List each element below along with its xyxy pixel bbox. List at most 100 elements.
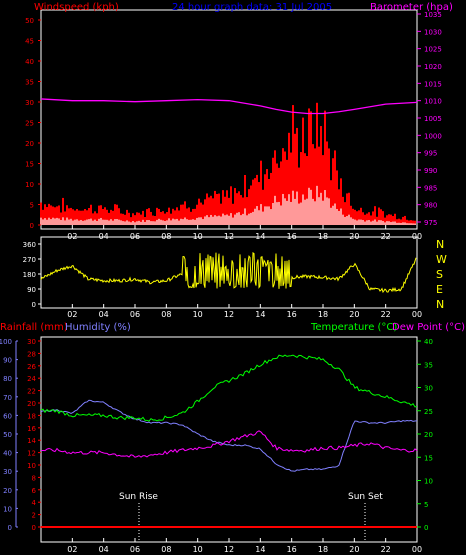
- direction-tick-label: 90: [27, 286, 36, 294]
- compass-label: E: [436, 283, 443, 296]
- panel1-x-tick-label: 10: [193, 232, 203, 241]
- rainfall-tick-label: 22: [27, 388, 36, 396]
- windspeed-tick-label: 35: [25, 79, 34, 87]
- direction-series: [40, 251, 417, 294]
- panel2-x-tick-label: 10: [193, 310, 203, 319]
- panel1-x-tick-label: 22: [381, 232, 391, 241]
- temperature-tick-label: 30: [424, 385, 433, 393]
- sunrise-label: Sun Rise: [119, 492, 158, 502]
- rainfall-tick-label: 30: [27, 338, 36, 346]
- panel1-x-tick-label: 06: [130, 232, 140, 241]
- chart-title: 24 hour graph data: 31 Jul 2005: [172, 2, 332, 13]
- temperature-tick-label: 35: [424, 361, 433, 369]
- panel2-x-tick-label: 08: [161, 310, 171, 319]
- panel3-x-tick-label: 06: [130, 545, 140, 554]
- rainfall-tick-label: 12: [27, 450, 36, 458]
- rainfall-tick-label: 4: [32, 499, 37, 507]
- temperature-line: [40, 354, 418, 422]
- panel1-x-tick-label: 02: [67, 232, 77, 241]
- barometer-tick-label: 995: [424, 150, 437, 158]
- barometer-tick-label: 975: [424, 219, 437, 227]
- barometer-tick-label: 990: [424, 167, 437, 175]
- panel3-frame: [40, 336, 418, 543]
- humidity-tick-label: 30: [3, 468, 12, 476]
- compass-label: S: [436, 268, 443, 281]
- temperature-tick-label: 10: [424, 478, 433, 486]
- humidity-tick-label: 10: [3, 505, 12, 513]
- panel1-x-tick-label: 18: [318, 232, 328, 241]
- humidity-tick-label: 90: [3, 357, 12, 365]
- humidity-axis-label: Humidity (%): [65, 322, 131, 333]
- panel3-x-tick-label: 22: [381, 545, 391, 554]
- rainfall-tick-label: 18: [27, 412, 36, 420]
- humidity-tick-label: 50: [3, 431, 12, 439]
- humidity-tick-label: 0: [8, 524, 12, 532]
- barometer-line: [40, 98, 418, 115]
- windspeed-axis-label: Windspeed (kph): [34, 2, 119, 13]
- windspeed-tick-label: 30: [25, 99, 34, 107]
- compass-label: N: [436, 298, 444, 311]
- humidity-tick-label: 40: [3, 450, 12, 458]
- barometer-tick-label: 980: [424, 202, 437, 210]
- panel1-x-tick-label: 08: [161, 232, 171, 241]
- barometer-series: [40, 98, 418, 115]
- panel3-x-tick-label: 04: [99, 545, 109, 554]
- dewpoint-line: [40, 430, 418, 458]
- humidity-tick-label: 20: [3, 487, 12, 495]
- barometer-tick-label: 1030: [424, 28, 442, 36]
- panel2-x-tick-label: 00: [412, 310, 422, 319]
- panel1-x-tick-label: 20: [349, 232, 359, 241]
- temperature-tick-label: 0: [424, 524, 428, 532]
- axes: 5045403530252015105010351030102510201015…: [0, 11, 447, 554]
- panel2-x-tick-label: 12: [224, 310, 234, 319]
- direction-tick-label: 180: [23, 271, 36, 279]
- temperature-tick-label: 25: [424, 408, 433, 416]
- barometer-tick-label: 985: [424, 184, 437, 192]
- windspeed-tick-label: 5: [30, 202, 34, 210]
- panel2-frame: [40, 236, 418, 309]
- barometer-tick-label: 1005: [424, 115, 442, 123]
- windspeed-tick-label: 45: [25, 38, 34, 46]
- panel3-x-tick-label: 14: [255, 545, 265, 554]
- rainfall-axis-label: Rainfall (mm): [0, 322, 68, 333]
- panel3-x-tick-label: 20: [349, 545, 359, 554]
- barometer-tick-label: 1035: [424, 11, 442, 19]
- panel2-x-tick-label: 04: [99, 310, 109, 319]
- temperature-tick-label: 20: [424, 431, 433, 439]
- direction-tick-label: 270: [23, 256, 36, 264]
- humidity-tick-label: 60: [3, 412, 12, 420]
- humidity-tick-label: 70: [3, 394, 12, 402]
- panel2-x-tick-label: 18: [318, 310, 328, 319]
- rainfall-tick-label: 6: [32, 487, 37, 495]
- compass-label: W: [436, 253, 447, 266]
- barometer-tick-label: 1015: [424, 80, 442, 88]
- rainfall-tick-label: 2: [32, 512, 36, 520]
- windspeed-tick-label: 25: [25, 120, 34, 128]
- temperature-axis-label: Temperature (°C): [310, 322, 397, 333]
- barometer-tick-label: 1020: [424, 63, 442, 71]
- panel3-x-tick-label: 12: [224, 545, 234, 554]
- panel2-x-tick-label: 20: [349, 310, 359, 319]
- rainfall-tick-label: 8: [32, 474, 36, 482]
- humidity-tick-label: 100: [0, 338, 12, 346]
- barometer-tick-label: 1000: [424, 132, 442, 140]
- rainfall-tick-label: 16: [27, 425, 36, 433]
- temperature-tick-label: 40: [424, 338, 433, 346]
- rainfall-tick-label: 0: [32, 524, 36, 532]
- direction-tick-label: 360: [23, 241, 36, 249]
- panel1-frame: [40, 9, 418, 230]
- rainfall-tick-label: 20: [27, 400, 36, 408]
- temperature-tick-label: 15: [424, 454, 433, 462]
- panel1-x-tick-label: 14: [255, 232, 265, 241]
- panel3-x-tick-label: 10: [193, 545, 203, 554]
- sunset-label: Sun Set: [348, 492, 383, 502]
- compass-label: N: [436, 238, 444, 251]
- rainfall-tick-label: 14: [27, 437, 36, 445]
- panel1-x-tick-label: 00: [412, 232, 422, 241]
- barometer-axis-label: Barometer (hpa): [370, 2, 453, 13]
- wind-bars: [40, 102, 416, 225]
- barometer-tick-label: 1025: [424, 46, 442, 54]
- rainfall-tick-label: 10: [27, 462, 36, 470]
- windspeed-tick-label: 40: [25, 58, 34, 66]
